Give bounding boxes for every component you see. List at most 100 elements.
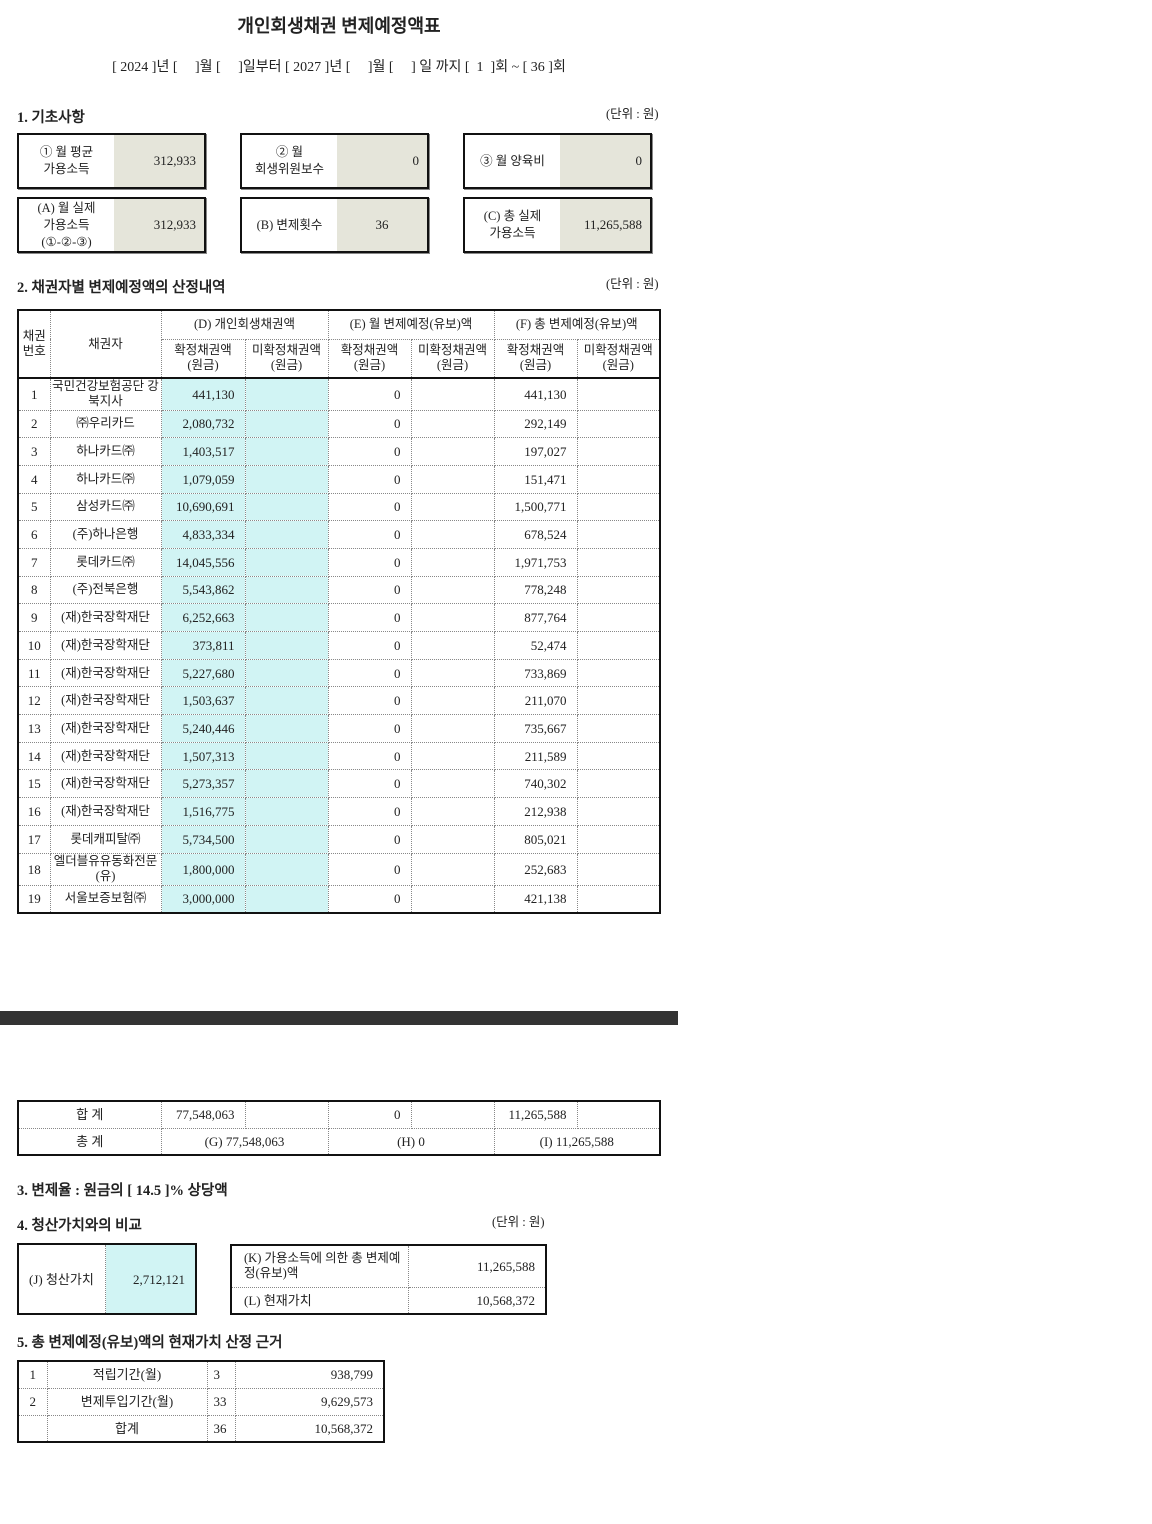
- creditor-row: 6 (주)하나은행 4,833,334 0 678,524: [17, 520, 661, 549]
- d-confirmed: 6,252,663: [160, 603, 246, 632]
- creditor-name: 하나카드㈜: [49, 464, 162, 494]
- e-unconfirmed: [410, 409, 495, 439]
- f-unconfirmed: [576, 686, 661, 716]
- pv-row: 합계 36 10,568,372: [17, 1414, 385, 1443]
- creditor-row: 11 (재)한국장학재단 5,227,680 0 733,869: [17, 658, 661, 688]
- f-unconfirmed: [576, 824, 661, 854]
- liquidation-table: (J) 청산가치 2,712,121: [17, 1243, 197, 1315]
- creditor-row: 17 롯데캐피탈㈜ 5,734,500 0 805,021: [17, 824, 661, 854]
- comparison-table: (K) 가용소득에 의한 총 변제예정(유보)액 11,265,588 (L) …: [230, 1244, 547, 1315]
- sum-e-confirmed: 0: [327, 1100, 412, 1129]
- header-d: (D) 개인회생채권액: [160, 309, 329, 340]
- f-confirmed: 151,471: [493, 464, 578, 494]
- sum-row: 합 계 77,548,063 0 11,265,588: [17, 1100, 661, 1129]
- row-no: 10: [17, 631, 51, 660]
- d-unconfirmed: [244, 492, 329, 522]
- e-confirmed: 0: [327, 520, 412, 549]
- d-unconfirmed: [244, 884, 329, 914]
- e-confirmed: 0: [327, 631, 412, 660]
- creditor-name: 하나카드㈜: [49, 437, 162, 466]
- f-confirmed: 292,149: [493, 409, 578, 439]
- d-confirmed: 2,080,732: [160, 409, 246, 439]
- e-unconfirmed: [410, 603, 495, 632]
- d-unconfirmed: [244, 797, 329, 826]
- e-confirmed: 0: [327, 741, 412, 771]
- header-confirmed: 확정채권액 (원금): [493, 338, 578, 379]
- sum-f-unconfirmed: [576, 1100, 661, 1129]
- total-row: 총 계 (G) 77,548,063 (H) 0 (I) 11,265,588: [17, 1127, 661, 1156]
- d-confirmed: 1,503,637: [160, 686, 246, 716]
- f-unconfirmed: [576, 741, 661, 771]
- e-confirmed: 0: [327, 464, 412, 494]
- pv-amount: 10,568,372: [234, 1414, 385, 1443]
- sum-f-confirmed: 11,265,588: [493, 1100, 578, 1129]
- creditor-name: (재)한국장학재단: [49, 769, 162, 799]
- e-unconfirmed: [410, 631, 495, 660]
- row-no: 8: [17, 575, 51, 605]
- d-confirmed: 1,079,059: [160, 464, 246, 494]
- f-confirmed: 212,938: [493, 797, 578, 826]
- f-unconfirmed: [576, 884, 661, 914]
- creditor-row: 15 (재)한국장학재단 5,273,357 0 740,302: [17, 769, 661, 799]
- d-unconfirmed: [244, 547, 329, 577]
- section1-title: 1. 기초사항: [17, 110, 85, 126]
- row-no: 7: [17, 547, 51, 577]
- e-unconfirmed: [410, 769, 495, 799]
- header-unconfirmed: 미확정채권액 (원금): [410, 338, 495, 379]
- sum-d-confirmed: 77,548,063: [160, 1100, 246, 1129]
- f-confirmed: 211,589: [493, 741, 578, 771]
- basic-box-value: 0: [560, 135, 650, 187]
- total-h: (H) 0: [327, 1127, 495, 1156]
- creditor-name: 엘더블유유동화전문(유): [49, 852, 162, 886]
- e-confirmed: 0: [327, 603, 412, 632]
- row-no: 12: [17, 686, 51, 716]
- e-confirmed: 0: [327, 714, 412, 743]
- e-unconfirmed: [410, 852, 495, 886]
- e-confirmed: 0: [327, 884, 412, 914]
- creditor-name: (재)한국장학재단: [49, 658, 162, 688]
- d-unconfirmed: [244, 769, 329, 799]
- pv-months: 36: [206, 1414, 236, 1443]
- e-confirmed: 0: [327, 852, 412, 886]
- creditor-name: 서울보증보험㈜: [49, 884, 162, 914]
- creditor-name: 삼성카드㈜: [49, 492, 162, 522]
- row-no: 5: [17, 492, 51, 522]
- f-unconfirmed: [576, 437, 661, 466]
- creditor-row: 9 (재)한국장학재단 6,252,663 0 877,764: [17, 603, 661, 632]
- header-e: (E) 월 변제예정(유보)액: [327, 309, 495, 340]
- e-unconfirmed: [410, 547, 495, 577]
- e-unconfirmed: [410, 797, 495, 826]
- f-confirmed: 441,130: [493, 377, 578, 411]
- f-unconfirmed: [576, 409, 661, 439]
- creditor-name: (재)한국장학재단: [49, 741, 162, 771]
- row-no: 13: [17, 714, 51, 743]
- creditor-name: (재)한국장학재단: [49, 603, 162, 632]
- row-no: 16: [17, 797, 51, 826]
- unit-label: (단위 : 원): [606, 107, 659, 121]
- creditor-row: 3 하나카드㈜ 1,403,517 0 197,027: [17, 437, 661, 466]
- pv-months: 3: [206, 1360, 236, 1389]
- d-confirmed: 14,045,556: [160, 547, 246, 577]
- f-confirmed: 252,683: [493, 852, 578, 886]
- e-unconfirmed: [410, 658, 495, 688]
- d-unconfirmed: [244, 377, 329, 411]
- present-value-table: 1 적립기간(월) 3 938,799 2 변제투입기간(월) 33 9,629,573 합계 3…: [17, 1360, 385, 1443]
- f-confirmed: 1,500,771: [493, 492, 578, 522]
- row-no: 2: [17, 409, 51, 439]
- creditor-name: ㈜우리카드: [49, 409, 162, 439]
- basic-box-value: 312,933: [114, 199, 204, 251]
- e-confirmed: 0: [327, 824, 412, 854]
- creditor-name: 국민건강보험공단 강북지사: [49, 377, 162, 411]
- basic-box: ① 월 평균 가용소득 312,933: [17, 133, 206, 189]
- pv-amount: 938,799: [234, 1360, 385, 1389]
- d-unconfirmed: [244, 658, 329, 688]
- row-no: 4: [17, 464, 51, 494]
- pv-no: 2: [17, 1387, 48, 1416]
- header-no: 채권 번호: [17, 309, 51, 379]
- e-unconfirmed: [410, 437, 495, 466]
- creditor-name: (재)한국장학재단: [49, 797, 162, 826]
- f-unconfirmed: [576, 769, 661, 799]
- row-no: 11: [17, 658, 51, 688]
- creditor-row: 1 국민건강보험공단 강북지사 441,130 0 441,130: [17, 377, 661, 411]
- creditor-row: 12 (재)한국장학재단 1,503,637 0 211,070: [17, 686, 661, 716]
